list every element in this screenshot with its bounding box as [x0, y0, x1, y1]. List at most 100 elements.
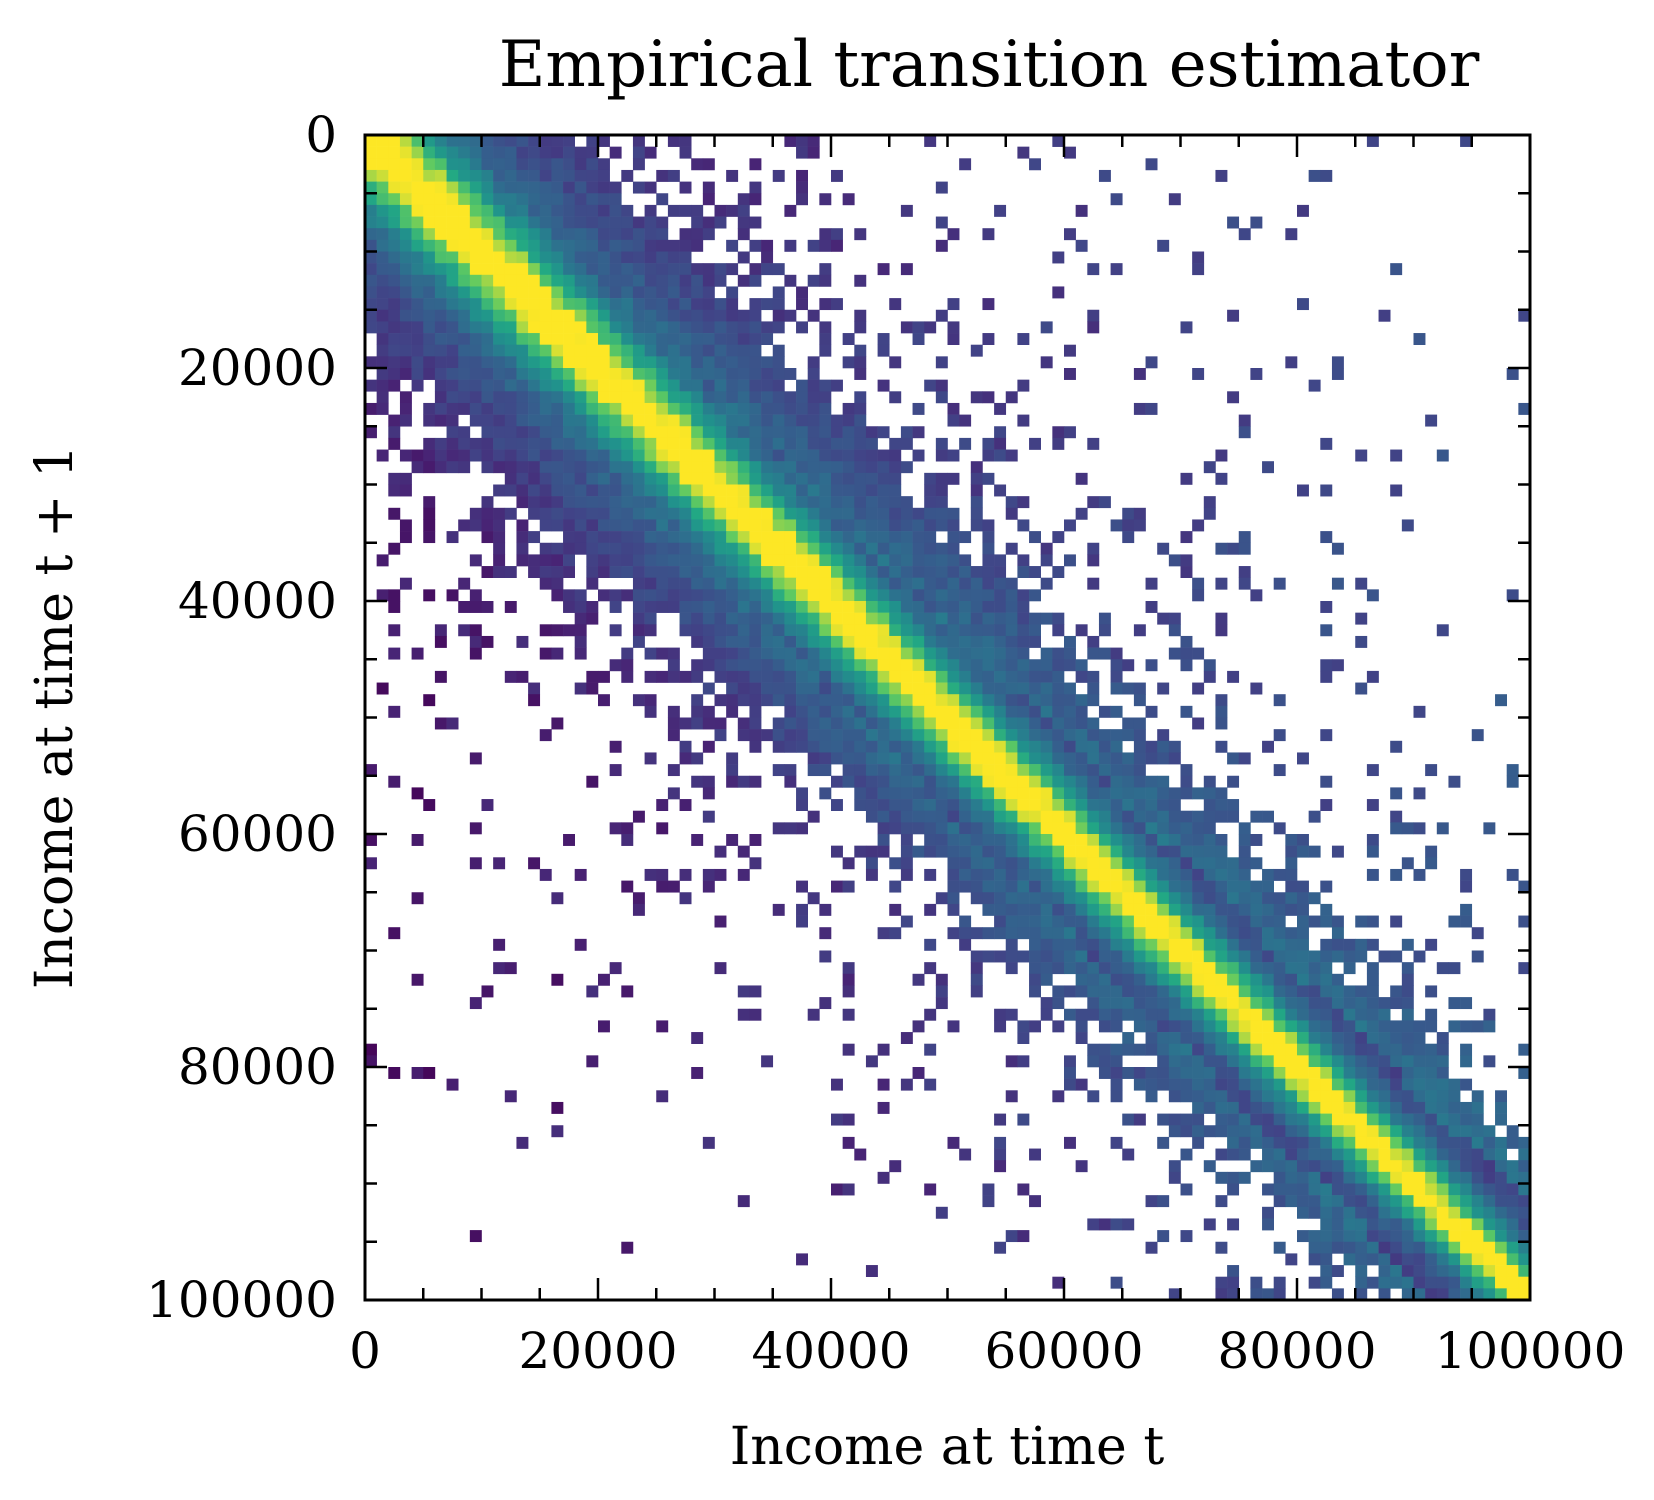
heatmap-cell: [586, 263, 599, 276]
heatmap-cell: [959, 880, 972, 893]
heatmap-cell: [1110, 903, 1123, 916]
heatmap-cell: [1448, 1230, 1461, 1243]
heatmap-cell: [411, 263, 424, 276]
heatmap-cell: [691, 298, 704, 311]
heatmap-cell: [1133, 775, 1146, 788]
heatmap-cell: [1168, 193, 1181, 206]
heatmap-cell: [434, 333, 447, 345]
heatmap-cell: [1168, 845, 1181, 858]
heatmap-cell: [737, 437, 750, 450]
heatmap-cell: [819, 519, 832, 532]
heatmap-cell: [1064, 146, 1076, 159]
heatmap-cell: [1460, 1183, 1473, 1196]
heatmap-cell: [982, 694, 995, 707]
heatmap-cell: [749, 321, 762, 334]
heatmap-cell: [982, 787, 995, 800]
heatmap-cell: [598, 554, 610, 567]
heatmap-cell: [423, 461, 436, 474]
heatmap-cell: [1122, 845, 1135, 858]
heatmap-cell: [1448, 1195, 1461, 1208]
heatmap-cell: [1320, 915, 1333, 928]
heatmap-cell: [539, 169, 552, 182]
heatmap-cell: [656, 193, 669, 206]
heatmap-cell: [1168, 892, 1181, 905]
heatmap-cell: [947, 670, 960, 683]
heatmap-cell: [1297, 997, 1309, 1010]
heatmap-cell: [644, 868, 657, 881]
heatmap-cell: [912, 810, 925, 823]
heatmap-cell: [504, 228, 517, 241]
heatmap-cell: [1052, 251, 1065, 264]
heatmap-cell: [1331, 1195, 1344, 1208]
heatmap-cell: [1331, 997, 1344, 1010]
heatmap-cell: [1052, 938, 1065, 951]
heatmap-cell: [1192, 1090, 1205, 1103]
heatmap-cell: [656, 274, 669, 287]
heatmap-cell: [1192, 892, 1205, 905]
heatmap-cell: [598, 391, 610, 404]
heatmap-cell: [1005, 915, 1018, 928]
heatmap-cell: [842, 1113, 855, 1126]
heatmap-cell: [469, 251, 482, 264]
heatmap-cell: [1413, 1218, 1426, 1231]
heatmap-cell: [1227, 973, 1240, 986]
heatmap-cell: [994, 787, 1007, 800]
heatmap-cell: [1390, 263, 1403, 276]
heatmap-cell: [947, 601, 960, 613]
heatmap-cell: [1285, 1101, 1298, 1114]
heatmap-cell: [632, 146, 645, 159]
heatmap-cell: [1495, 1288, 1507, 1301]
heatmap-cell: [1203, 915, 1216, 928]
heatmap-cell: [737, 204, 750, 217]
heatmap-cell: [1087, 670, 1100, 683]
heatmap-cell: [1320, 1253, 1333, 1266]
heatmap-cell: [1110, 1043, 1123, 1056]
heatmap-cell: [1227, 962, 1240, 975]
heatmap-cell: [924, 1043, 937, 1056]
heatmap-cell: [842, 519, 855, 532]
heatmap-cell: [865, 437, 878, 450]
heatmap-cell: [539, 402, 552, 415]
heatmap-cell: [1448, 1078, 1461, 1091]
heatmap-cell: [1005, 1090, 1018, 1103]
heatmap-cell: [831, 705, 843, 718]
heatmap-cell: [1145, 356, 1158, 369]
heatmap-cell: [691, 309, 704, 322]
heatmap-cell: [1331, 1020, 1344, 1033]
heatmap-cell: [539, 286, 552, 299]
heatmap-cell: [819, 659, 832, 672]
heatmap-cell: [1506, 1136, 1519, 1149]
heatmap-cell: [1087, 973, 1100, 986]
heatmap-cell: [469, 449, 482, 462]
heatmap-cell: [842, 985, 855, 998]
heatmap-cell: [702, 601, 715, 613]
heatmap-cell: [1029, 834, 1041, 846]
heatmap-cell: [1471, 1101, 1484, 1114]
heatmap-cell: [982, 764, 995, 777]
heatmap-cell: [912, 670, 925, 683]
heatmap-cell: [900, 659, 913, 672]
heatmap-cell: [656, 531, 669, 544]
heatmap-cell: [1250, 857, 1263, 870]
heatmap-cell: [539, 624, 552, 637]
heatmap-cell: [1017, 1230, 1030, 1243]
heatmap-cell: [679, 356, 692, 369]
heatmap-cell: [970, 624, 983, 637]
heatmap-cell: [726, 472, 739, 485]
heatmap-cell: [411, 1067, 424, 1079]
heatmap-cell: [1168, 950, 1181, 963]
heatmap-cell: [1122, 1067, 1135, 1079]
heatmap-cell: [1331, 368, 1344, 380]
heatmap-cell: [807, 740, 820, 753]
heatmap-cell: [1110, 705, 1123, 718]
heatmap-cell: [1052, 694, 1065, 707]
heatmap-cell: [679, 286, 692, 299]
heatmap-cell: [702, 787, 715, 800]
heatmap-cell: [737, 193, 750, 206]
heatmap-cell: [1262, 927, 1274, 940]
heatmap-cell: [1040, 880, 1053, 893]
heatmap-cell: [1215, 1078, 1228, 1091]
heatmap-cell: [1366, 1230, 1379, 1243]
heatmap-cell: [831, 507, 843, 520]
heatmap-cell: [539, 449, 552, 462]
